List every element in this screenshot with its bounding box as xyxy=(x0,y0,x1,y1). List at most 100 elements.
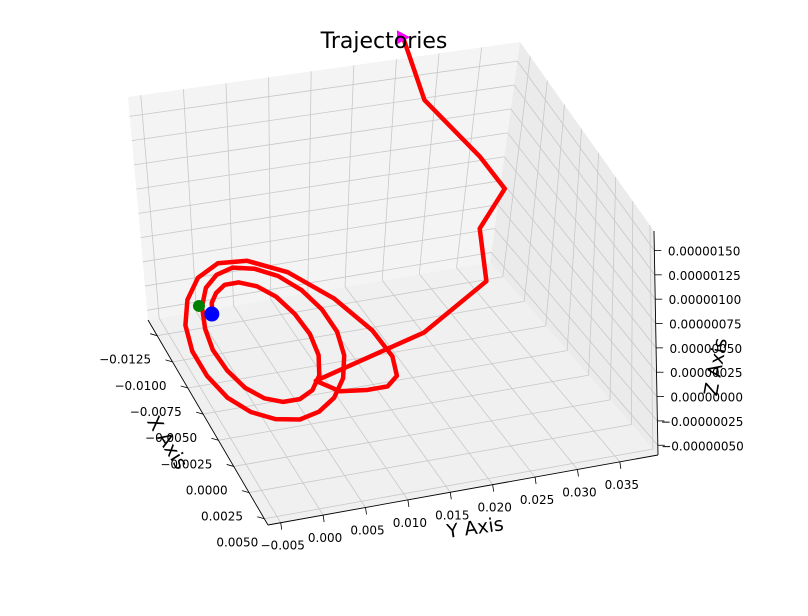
y-tick-label: 0.025 xyxy=(520,493,554,507)
x-tick-label: 0.0000 xyxy=(186,483,228,497)
x-tick-label: −0.0125 xyxy=(99,353,151,367)
tick-mark xyxy=(577,469,579,477)
y-tick-label: 0.010 xyxy=(393,516,427,530)
grid-line xyxy=(494,228,658,422)
tick-mark xyxy=(241,490,250,493)
x-tick-label: −0.0025 xyxy=(160,457,212,471)
start-marker-green xyxy=(192,299,205,312)
grid-line xyxy=(344,286,493,485)
grid-line xyxy=(418,53,440,275)
y-tick-label: 0.005 xyxy=(350,524,384,538)
end-marker-blue xyxy=(204,306,220,322)
grid-line xyxy=(456,267,621,463)
grid-line xyxy=(513,84,656,276)
grid-line xyxy=(138,156,505,214)
grid-line xyxy=(523,80,548,302)
y-axis-line xyxy=(267,454,659,526)
tick-mark xyxy=(150,333,158,337)
z-tick-label: 0.00000025 xyxy=(670,366,743,380)
grid-line xyxy=(545,104,565,327)
grid-line xyxy=(566,128,582,351)
data-series xyxy=(183,30,508,422)
grid-line xyxy=(140,95,160,319)
y-tick-label: 0.015 xyxy=(435,508,469,522)
tick-mark xyxy=(226,464,234,467)
grid-line xyxy=(631,201,634,425)
tick-mark xyxy=(195,411,204,415)
marker-magenta-triangle xyxy=(397,30,410,45)
tick-mark xyxy=(280,522,283,530)
grid-line xyxy=(381,59,397,281)
y-tick-label: 0.030 xyxy=(562,485,596,499)
grid-line xyxy=(649,225,654,450)
grid-line xyxy=(182,89,197,312)
z-tick-label: −0.00000050 xyxy=(661,439,744,453)
grid-line xyxy=(264,448,653,520)
tick-mark xyxy=(257,516,265,520)
z-tick-label: 0.00000150 xyxy=(668,244,741,258)
y-tick-label: 0.020 xyxy=(477,501,511,515)
tick-mark xyxy=(492,484,495,492)
grid-line xyxy=(218,374,589,441)
grid-line xyxy=(491,252,659,446)
y-tick-label: −0.005 xyxy=(261,539,305,553)
grid-line xyxy=(381,280,536,478)
grid-line xyxy=(609,176,617,400)
tick-mark xyxy=(449,492,452,500)
tick-mark xyxy=(211,437,219,441)
grid-line xyxy=(172,300,525,363)
grid-line xyxy=(344,65,355,287)
grid-line xyxy=(140,180,502,238)
grid-line xyxy=(158,317,282,523)
z-tick-label: 0.00000075 xyxy=(669,318,742,332)
grid-line xyxy=(233,399,611,467)
z-tick-label: −0.00000025 xyxy=(661,415,744,429)
tick-mark xyxy=(534,477,537,485)
grid-line xyxy=(307,71,312,293)
x-tick-label: −0.0100 xyxy=(114,379,166,393)
grid-line xyxy=(510,108,656,300)
x-tick-label: 0.0025 xyxy=(201,510,243,524)
trajectory-line xyxy=(183,34,508,422)
grid-line xyxy=(588,152,600,376)
tick-mark xyxy=(165,359,173,363)
grid-line xyxy=(131,84,515,142)
grid-line xyxy=(233,305,366,508)
tick-mark xyxy=(619,461,622,469)
tick-mark xyxy=(322,515,325,523)
grid-line xyxy=(497,204,658,397)
z-tick-label: 0.00000000 xyxy=(670,391,743,405)
grid-line xyxy=(268,77,272,300)
grid-line xyxy=(456,47,483,268)
grid-line xyxy=(517,60,655,251)
y-tick-label: 0.000 xyxy=(308,531,342,545)
grid-line xyxy=(500,180,657,373)
tick-mark xyxy=(407,499,410,507)
grid-line xyxy=(502,56,531,277)
x-tick-label: −0.0050 xyxy=(145,431,197,445)
tick-labels: −0.0125 −0.0100 −0.0075 −0.0050 −0.0025 0.000… xyxy=(99,244,744,552)
grid-line xyxy=(419,273,578,470)
x-tick-label: −0.0075 xyxy=(130,405,182,419)
grid-line xyxy=(507,132,656,324)
grid-line xyxy=(270,298,409,501)
grid-line xyxy=(248,424,632,493)
grid-line xyxy=(129,60,518,117)
grid-line xyxy=(134,108,511,166)
axis-edges xyxy=(147,230,659,526)
z-tick-label: 0.00000050 xyxy=(670,342,743,356)
x-axis-line xyxy=(147,319,269,526)
tick-mark xyxy=(180,385,188,389)
z-tick-label: 0.00000100 xyxy=(669,293,742,307)
z-axis-line xyxy=(653,230,659,456)
grid-line xyxy=(136,132,508,190)
back-pane xyxy=(128,42,520,320)
z-tick-label: 0.00000125 xyxy=(668,269,741,283)
grid-line xyxy=(157,276,503,337)
chart-title: Trajectories xyxy=(320,29,448,54)
x-tick-label: 0.0050 xyxy=(216,536,258,550)
grid-line xyxy=(504,156,657,349)
y-tick-label: 0.035 xyxy=(605,478,639,492)
